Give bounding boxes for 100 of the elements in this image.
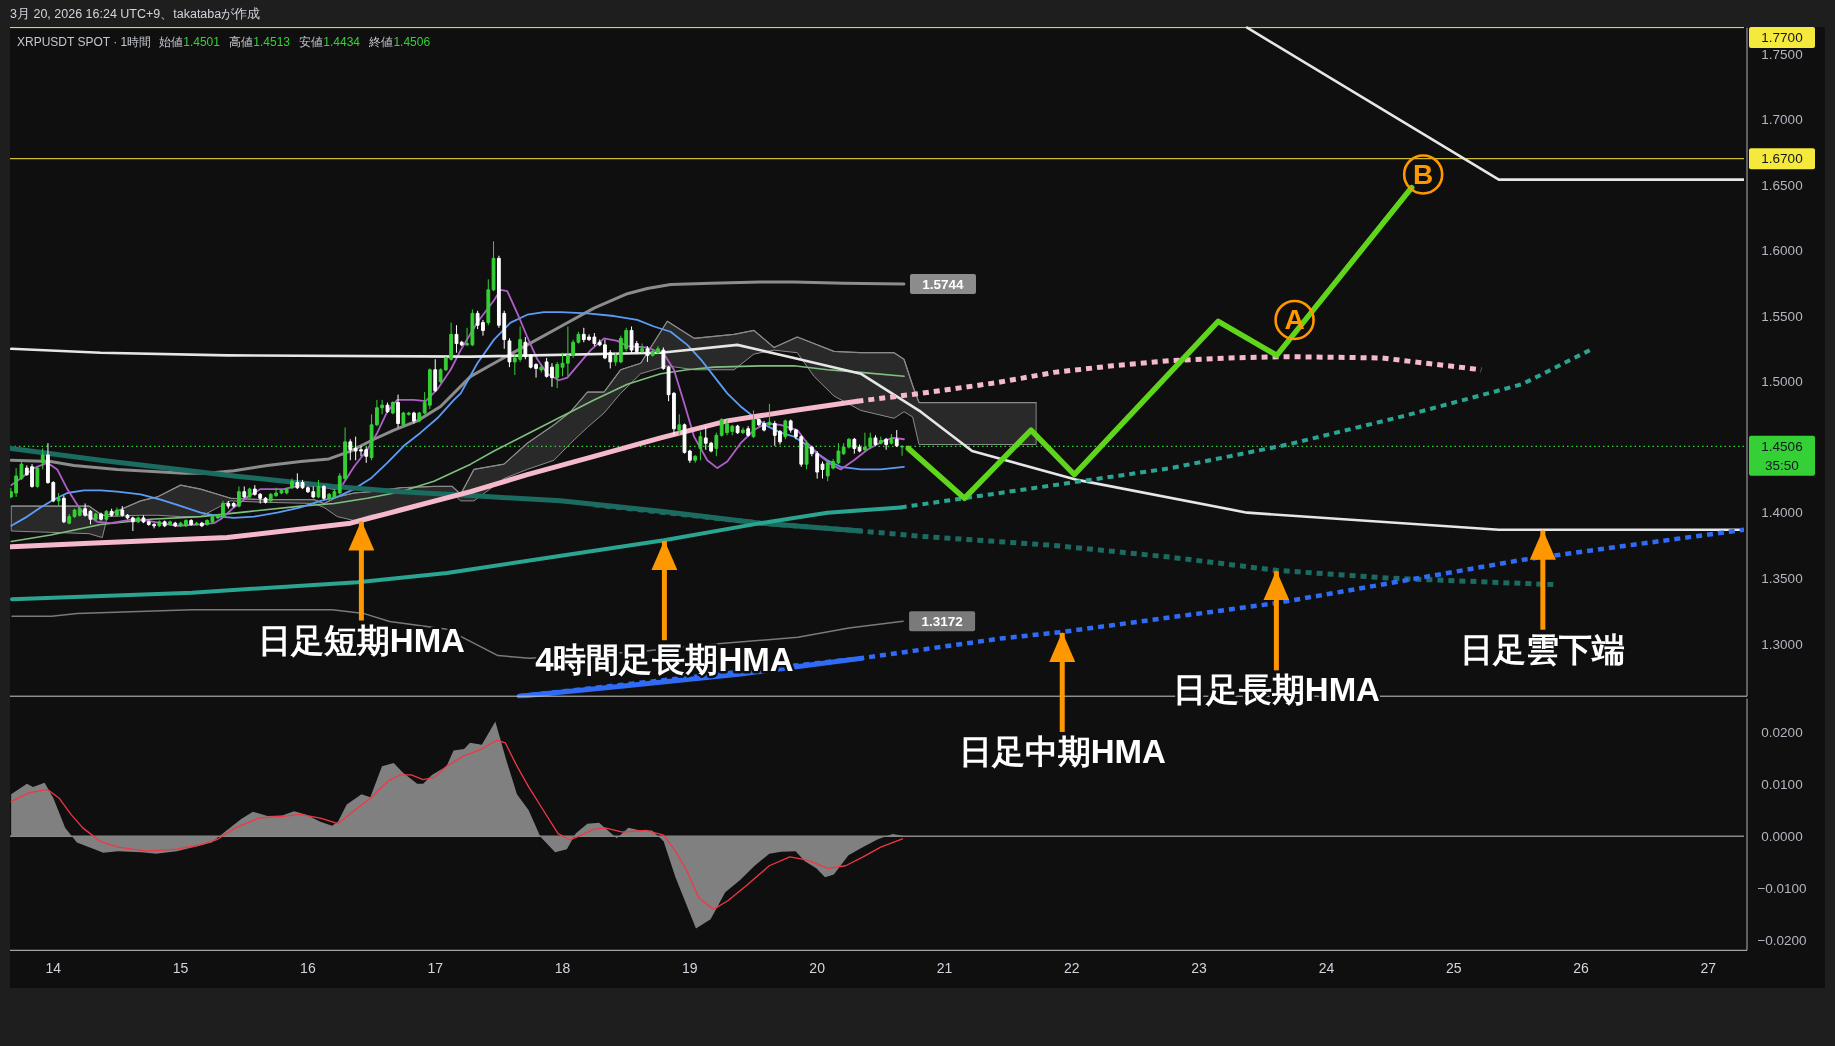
candlestick (889, 433, 894, 445)
x-tick-label: 27 (1700, 960, 1717, 977)
candlestick (640, 343, 645, 354)
candlestick (746, 425, 751, 438)
y-tick-label: −0.0100 (1757, 880, 1807, 896)
x-tick-label: 25 (1445, 960, 1462, 977)
candlestick (751, 409, 756, 439)
line-series (10, 280, 906, 475)
candlestick (539, 364, 544, 373)
candlestick (401, 411, 406, 427)
candlestick (61, 495, 66, 524)
candlestick (507, 337, 512, 368)
x-tick-label: 18 (554, 960, 571, 977)
candlestick (783, 419, 788, 440)
x-tick-label: 23 (1191, 960, 1208, 977)
candlestick (226, 500, 231, 510)
x-tick-label: 20 (809, 960, 826, 977)
x-tick-label: 22 (1064, 960, 1080, 977)
candlestick (189, 518, 194, 527)
candlestick (77, 506, 82, 518)
annotation: 4時間足長期HMA (535, 641, 794, 679)
candlestick (427, 367, 432, 410)
candlestick (56, 492, 61, 507)
candlestick (231, 501, 236, 508)
y-tick-label: 0.0000 (1761, 828, 1803, 844)
candlestick (873, 434, 878, 447)
y-tick-label: 1.5500 (1761, 308, 1803, 324)
candlestick (290, 478, 294, 490)
candlestick (735, 424, 740, 435)
data-label: A (1284, 304, 1305, 336)
candlestick (661, 346, 666, 371)
candlestick (523, 336, 528, 360)
candlestick (857, 443, 862, 453)
candlestick (237, 485, 241, 508)
candlestick (136, 516, 141, 524)
x-tick-label: 19 (682, 960, 698, 977)
candlestick (677, 413, 682, 436)
candlestick (194, 521, 199, 527)
y-tick-label: 1.5000 (1761, 374, 1803, 390)
candlestick (645, 345, 650, 363)
data-label: B (1413, 158, 1434, 190)
candlestick (417, 411, 422, 423)
annotation: 日足雲下端 (1460, 630, 1626, 668)
candlestick (284, 487, 289, 495)
candlestick (412, 411, 416, 425)
candlestick (93, 512, 98, 522)
candlestick (104, 509, 109, 522)
candlestick (390, 400, 395, 415)
candlestick (900, 444, 904, 457)
data-label: 1.3172 (921, 614, 963, 630)
candlestick (67, 513, 72, 525)
x-tick-label: 26 (1573, 960, 1590, 977)
candlestick (162, 520, 167, 528)
candlestick (295, 472, 300, 490)
candlestick (115, 506, 119, 518)
candlestick (321, 484, 326, 501)
candlestick (884, 437, 889, 451)
candlestick (406, 411, 411, 417)
candlestick (396, 394, 400, 428)
x-tick-label: 16 (300, 960, 316, 977)
y-tick-label: 1.7000 (1761, 112, 1803, 128)
y-tick-label: 1.6000 (1761, 243, 1803, 259)
x-tick-label: 21 (936, 960, 953, 977)
candlestick (348, 438, 353, 461)
candlestick (173, 521, 178, 528)
candlestick (852, 437, 857, 455)
y-tick-label: 1.6500 (1761, 177, 1803, 193)
y-tick-label: 1.7500 (1761, 46, 1803, 62)
candlestick (767, 403, 772, 427)
candlestick (878, 436, 883, 445)
candlestick (433, 358, 438, 393)
y-tick-label: 0.0100 (1761, 777, 1803, 793)
candlestick (247, 487, 252, 499)
candlestick (141, 514, 146, 524)
candlestick (242, 485, 247, 499)
candlestick (109, 508, 114, 518)
line-series (10, 739, 904, 910)
annotation: 日足短期HMA (257, 621, 465, 659)
text: 始値1.4501 高値1.4513 安値1.4434 終値1.4506 (159, 34, 431, 49)
x-tick-label: 17 (427, 960, 444, 977)
candlestick (199, 521, 204, 528)
annotation: 日足長期HMA (1172, 671, 1380, 709)
candlestick (99, 512, 103, 522)
candlestick (693, 454, 698, 464)
candlestick (894, 429, 899, 448)
data-label: 1.5744 (922, 276, 965, 292)
text: 3月 20, 2026 16:24 UTC+9、takatabaが作成 (10, 7, 261, 21)
x-tick-label: 14 (45, 960, 62, 977)
y-tick-label: −0.0200 (1757, 932, 1807, 948)
annotation: 日足中期HMA (958, 732, 1166, 770)
y-tick-label: 1.3500 (1761, 571, 1803, 587)
y-tick-label: 1.4000 (1761, 505, 1803, 521)
y-tick-label: 0.0200 (1761, 725, 1803, 741)
candlestick (157, 520, 162, 528)
candlestick (316, 479, 321, 499)
ref-line-label: 1.7700 (1761, 30, 1803, 46)
candlestick (741, 426, 745, 435)
line-series (10, 365, 905, 543)
x-tick-label: 15 (172, 960, 189, 977)
text: XRPUSDT SPOT · 1時間 (17, 34, 152, 49)
